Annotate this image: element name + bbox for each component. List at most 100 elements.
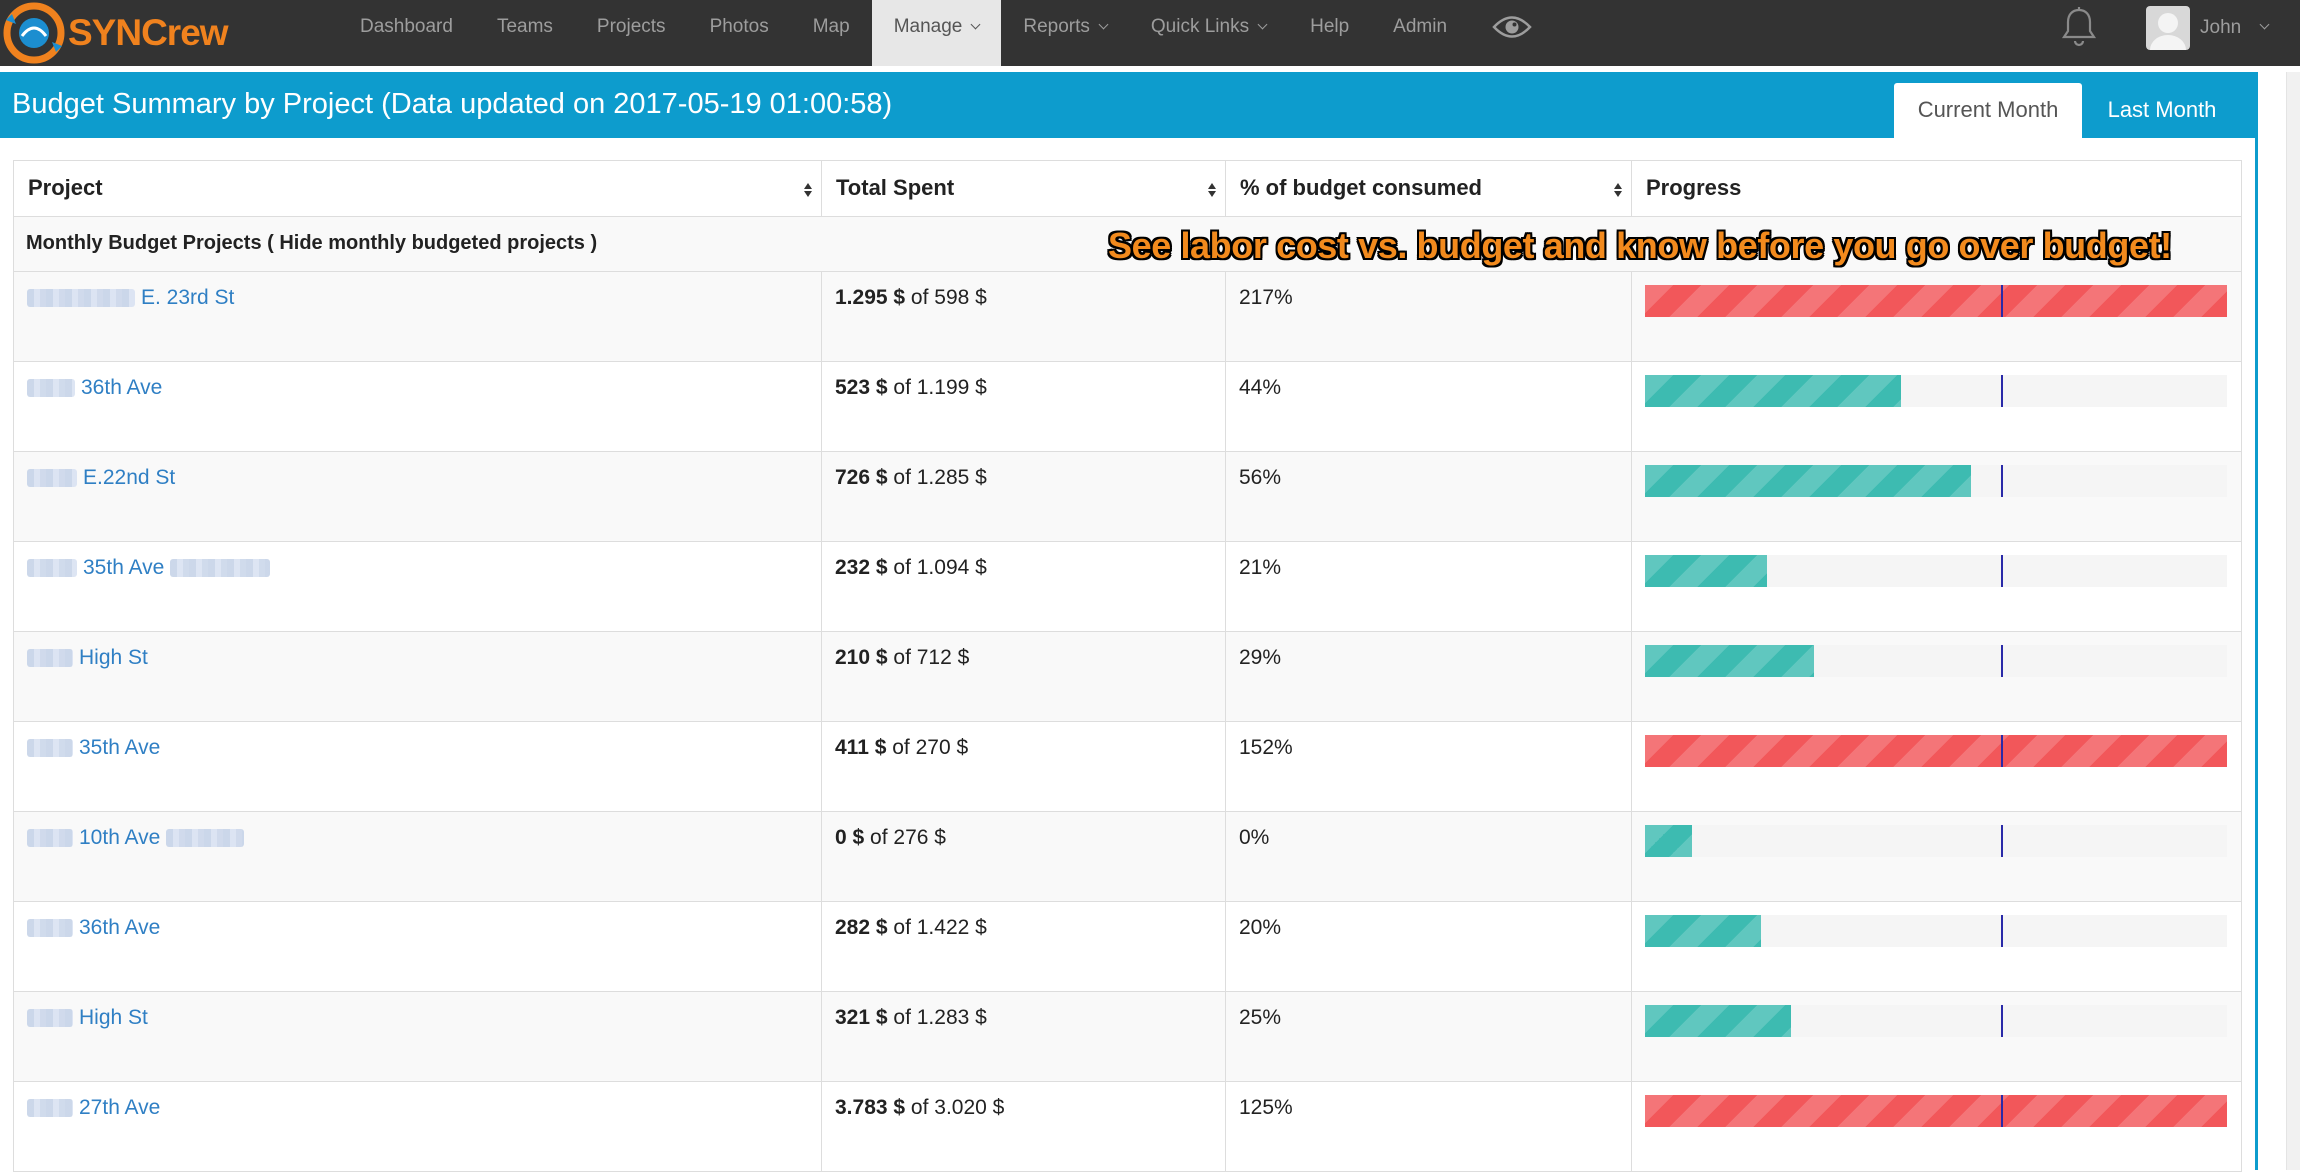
project-link[interactable]: High St bbox=[27, 646, 148, 670]
total-spent-cell: 1.295 $ of 598 $ bbox=[821, 271, 1226, 362]
nav-item-dashboard[interactable]: Dashboard bbox=[338, 0, 475, 66]
progress-cell bbox=[1631, 361, 2242, 452]
redacted-text bbox=[27, 1099, 73, 1117]
nav-item-label: Reports bbox=[1023, 16, 1090, 37]
budget-amount: of 1.199 $ bbox=[893, 376, 987, 399]
nav-item-label: Help bbox=[1310, 16, 1350, 37]
project-cell: E. 23rd St bbox=[13, 271, 822, 362]
spent-amount: 1.295 $ bbox=[835, 286, 906, 309]
spent-amount: 3.783 $ bbox=[835, 1096, 906, 1119]
progress-bar bbox=[1645, 735, 2227, 767]
percent-value: 20% bbox=[1239, 916, 1282, 939]
progress-fill bbox=[1645, 285, 2227, 317]
progress-cell bbox=[1631, 1081, 2242, 1172]
project-name: E.22nd St bbox=[83, 466, 176, 489]
nav-item-teams[interactable]: Teams bbox=[475, 0, 575, 66]
progress-fill bbox=[1645, 375, 1902, 407]
eye-icon bbox=[1492, 16, 1532, 38]
progress-fill bbox=[1645, 555, 1768, 587]
nav-item-help[interactable]: Help bbox=[1288, 0, 1371, 66]
nav-item-projects[interactable]: Projects bbox=[575, 0, 688, 66]
budget-amount: of 598 $ bbox=[910, 286, 987, 309]
top-navbar: SYNCrew Dashboard Teams Projects Photos Map M… bbox=[0, 0, 2300, 66]
budget-amount: of 3.020 $ bbox=[910, 1096, 1005, 1119]
percent-value: 0% bbox=[1239, 826, 1270, 849]
budget-amount: of 276 $ bbox=[870, 826, 946, 849]
column-header-project[interactable]: Project bbox=[13, 160, 822, 217]
project-cell: 36th Ave bbox=[13, 361, 822, 452]
project-link[interactable]: 36th Ave bbox=[27, 376, 162, 400]
nav-item-manage[interactable]: Manage bbox=[871, 0, 1002, 66]
sort-icon[interactable] bbox=[803, 181, 813, 199]
progress-fill bbox=[1645, 915, 1762, 947]
progress-cell bbox=[1631, 991, 2242, 1082]
table-row: 36th Ave 523 $ of 1.199 $ 44% bbox=[13, 361, 2242, 452]
budget-amount: of 270 $ bbox=[892, 736, 969, 759]
progress-marker bbox=[2001, 1005, 2003, 1037]
user-menu[interactable]: John bbox=[2146, 6, 2270, 50]
chevron-down-icon bbox=[2259, 19, 2270, 29]
tab-current-month[interactable]: Current Month bbox=[1894, 83, 2082, 138]
project-name: 27th Ave bbox=[79, 1096, 161, 1119]
vertical-scrollbar[interactable] bbox=[2286, 72, 2300, 1170]
progress-cell bbox=[1631, 631, 2242, 722]
project-name: 10th Ave bbox=[79, 826, 161, 849]
project-cell: 27th Ave bbox=[13, 1081, 822, 1172]
progress-cell bbox=[1631, 721, 2242, 812]
column-header-progress: Progress bbox=[1631, 160, 2242, 217]
budget-amount: of 712 $ bbox=[893, 646, 970, 669]
redacted-text bbox=[27, 289, 135, 307]
spent-amount: 411 $ bbox=[835, 736, 887, 759]
sort-icon[interactable] bbox=[1207, 181, 1217, 199]
nav-item-reports[interactable]: Reports bbox=[1001, 0, 1129, 66]
project-link[interactable]: High St bbox=[27, 1006, 148, 1030]
project-link[interactable]: E. 23rd St bbox=[27, 286, 234, 310]
bell-icon[interactable] bbox=[2060, 6, 2098, 48]
project-link[interactable]: 36th Ave bbox=[27, 916, 160, 940]
nav-item-view-as[interactable] bbox=[1469, 0, 1555, 66]
nav-item-map[interactable]: Map bbox=[791, 0, 872, 66]
nav-item-photos[interactable]: Photos bbox=[688, 0, 791, 66]
progress-bar bbox=[1645, 825, 2227, 857]
progress-bar bbox=[1645, 1005, 2227, 1037]
progress-cell bbox=[1631, 811, 2242, 902]
percent-cell: 21% bbox=[1225, 541, 1632, 632]
table-row: 35th Ave 411 $ of 270 $ 152% bbox=[13, 721, 2242, 812]
group-label[interactable]: Monthly Budget Projects ( Hide monthly b… bbox=[13, 216, 2242, 272]
nav-item-admin[interactable]: Admin bbox=[1371, 0, 1469, 66]
column-header-label: Progress bbox=[1646, 175, 1742, 200]
total-spent-cell: 321 $ of 1.283 $ bbox=[821, 991, 1226, 1082]
total-spent-cell: 3.783 $ of 3.020 $ bbox=[821, 1081, 1226, 1172]
group-label-text[interactable]: Monthly Budget Projects ( Hide monthly b… bbox=[26, 232, 598, 254]
table-row: 27th Ave 3.783 $ of 3.020 $ 125% bbox=[13, 1081, 2242, 1172]
nav-item-quick-links[interactable]: Quick Links bbox=[1129, 0, 1288, 66]
project-cell: 35th Ave bbox=[13, 541, 822, 632]
project-cell: High St bbox=[13, 991, 822, 1082]
progress-fill bbox=[1645, 465, 1971, 497]
tab-last-month[interactable]: Last Month bbox=[2107, 97, 2217, 122]
budget-amount: of 1.283 $ bbox=[893, 1006, 987, 1029]
spent-amount: 210 $ bbox=[835, 646, 888, 669]
brand-name: SYNCrew bbox=[68, 12, 229, 53]
project-link[interactable]: 10th Ave bbox=[27, 826, 250, 850]
progress-fill bbox=[1645, 735, 2227, 767]
project-link[interactable]: 35th Ave bbox=[27, 736, 160, 760]
percent-cell: 125% bbox=[1225, 1081, 1632, 1172]
project-link[interactable]: 27th Ave bbox=[27, 1096, 160, 1120]
project-link[interactable]: 35th Ave bbox=[27, 556, 276, 580]
project-cell: High St bbox=[13, 631, 822, 722]
total-spent-cell: 282 $ of 1.422 $ bbox=[821, 901, 1226, 992]
project-link[interactable]: E.22nd St bbox=[27, 466, 175, 490]
progress-cell bbox=[1631, 451, 2242, 542]
column-header-percent-consumed[interactable]: % of budget consumed bbox=[1225, 160, 1632, 217]
spent-amount: 523 $ bbox=[835, 376, 888, 399]
project-name: High St bbox=[79, 1006, 148, 1029]
column-header-total-spent[interactable]: Total Spent bbox=[821, 160, 1226, 217]
total-spent-cell: 411 $ of 270 $ bbox=[821, 721, 1226, 812]
brand-logo-link[interactable]: SYNCrew bbox=[0, 0, 229, 66]
sort-icon[interactable] bbox=[1613, 181, 1623, 199]
progress-marker bbox=[2001, 825, 2003, 857]
page-title: Budget Summary by Project (Data updated … bbox=[12, 88, 893, 120]
table-row: E.22nd St 726 $ of 1.285 $ 56% bbox=[13, 451, 2242, 542]
project-name: E. 23rd St bbox=[141, 286, 235, 309]
